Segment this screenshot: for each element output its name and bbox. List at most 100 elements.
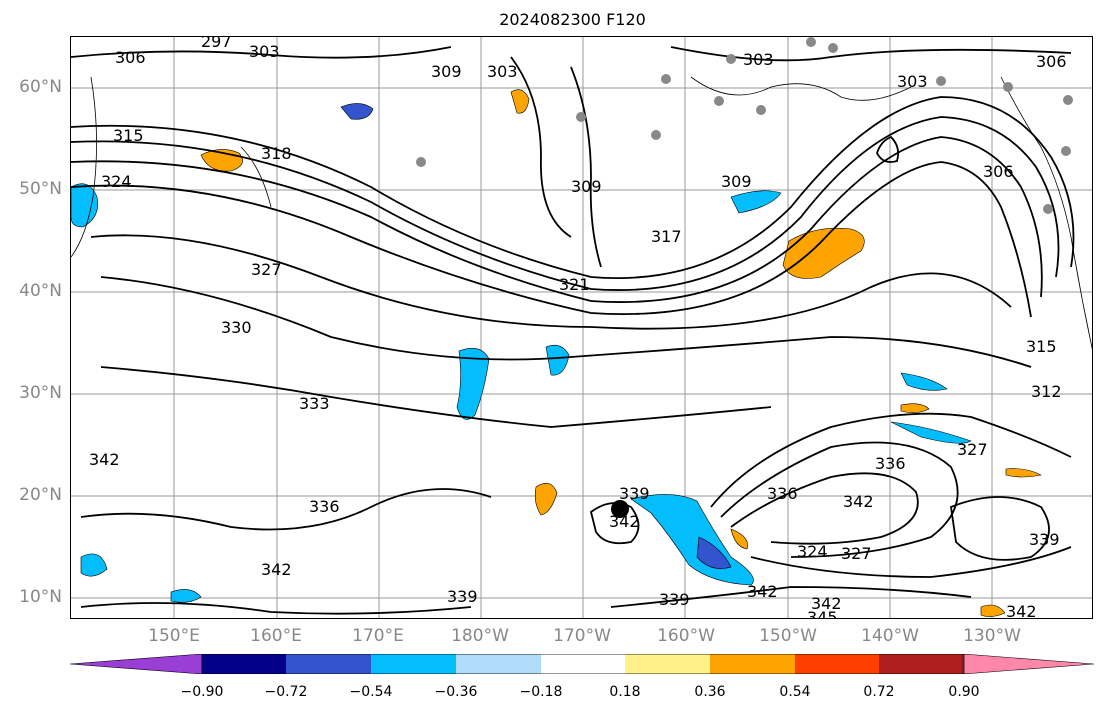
colorbar-tick: 0.18 xyxy=(609,684,641,700)
contour-label: 324 xyxy=(797,542,828,561)
contour-label: 315 xyxy=(113,126,144,145)
contour-label: 345 xyxy=(807,608,838,619)
negative-shade xyxy=(545,344,570,376)
contour-line xyxy=(710,412,1072,508)
lat-label: 50°N xyxy=(19,179,62,199)
colorbar-tick: 0.36 xyxy=(694,684,726,700)
colorbar-svg xyxy=(69,653,1095,675)
contour-label: 342 xyxy=(747,582,778,601)
contour-lines xyxy=(71,46,1075,615)
positive-shade xyxy=(782,227,865,279)
lon-label: 170°W xyxy=(553,626,611,646)
station-dot xyxy=(756,105,766,115)
colorbar-tick: −0.90 xyxy=(180,684,224,700)
map-panel: 297 303 306 306 303 309 303 303 315 318 … xyxy=(70,36,1093,619)
colorbar-tick: 0.72 xyxy=(863,684,895,700)
lat-label: 40°N xyxy=(19,281,62,301)
contour-label: 303 xyxy=(249,42,280,61)
colorbar-segment xyxy=(69,653,203,675)
negative-shade xyxy=(71,183,98,228)
station-dot xyxy=(1061,146,1071,156)
latitude-axis: 60°N 50°N 40°N 30°N 20°N 10°N xyxy=(0,0,62,640)
negative-shade xyxy=(696,536,732,569)
contour-label: 336 xyxy=(309,497,340,516)
contour-label: 321 xyxy=(559,275,590,294)
contour-label: 327 xyxy=(841,544,872,563)
contour-label: 324 xyxy=(101,172,132,191)
stations xyxy=(416,37,1073,214)
station-dot xyxy=(576,112,586,122)
station-dot xyxy=(661,74,671,84)
contour-label: 303 xyxy=(743,50,774,69)
coastline xyxy=(690,76,912,101)
colorbar-tick: −0.36 xyxy=(434,684,478,700)
shading xyxy=(71,89,1042,617)
contour-label: 312 xyxy=(1031,382,1062,401)
contour-label: 297 xyxy=(201,37,232,51)
contour-label: 342 xyxy=(89,450,120,469)
station-dot xyxy=(936,76,946,86)
colorbar-segment xyxy=(795,654,879,674)
contour-label: 309 xyxy=(571,177,602,196)
lon-label: 160°E xyxy=(250,626,302,646)
station-dot xyxy=(1003,82,1013,92)
positive-shade xyxy=(730,528,748,550)
station-dot xyxy=(1063,95,1073,105)
contour-label: 342 xyxy=(1006,602,1037,619)
contour-line xyxy=(720,441,959,558)
contour-line xyxy=(876,135,900,163)
negative-shade xyxy=(890,421,972,444)
contour-line xyxy=(100,276,1032,368)
contour-label: 336 xyxy=(875,454,906,473)
positive-shade xyxy=(1005,468,1042,478)
colorbar-segment xyxy=(625,654,710,674)
contour-label: 303 xyxy=(897,72,928,91)
contour-label: 303 xyxy=(487,62,518,81)
contour-label: 342 xyxy=(843,492,874,511)
storm-center-marker xyxy=(611,500,629,518)
contour-line xyxy=(589,502,640,545)
lon-label: 160°W xyxy=(657,626,715,646)
negative-shade xyxy=(340,103,374,120)
positive-shade xyxy=(980,604,1006,617)
colorbar xyxy=(69,653,1095,675)
station-dot xyxy=(726,54,736,64)
contour-label: 315 xyxy=(1026,337,1057,356)
contour-line xyxy=(90,234,1012,330)
contour-label: 339 xyxy=(659,590,690,609)
map-title: 2024082300 F120 xyxy=(499,10,646,29)
negative-shade xyxy=(456,348,490,420)
colorbar-tick: −0.54 xyxy=(349,684,393,700)
lon-label: 140°W xyxy=(861,626,919,646)
contour-line xyxy=(80,602,472,615)
coastline xyxy=(240,146,272,208)
contour-label: 339 xyxy=(1029,530,1060,549)
contour-label: 327 xyxy=(957,440,988,459)
contour-label: 317 xyxy=(651,227,682,246)
lat-label: 20°N xyxy=(19,485,62,505)
station-dot xyxy=(416,157,426,167)
contour-line xyxy=(71,161,1032,318)
contour-label: 309 xyxy=(721,172,752,191)
contour-label: 309 xyxy=(431,62,462,81)
colorbar-segment xyxy=(456,654,541,674)
coastline xyxy=(1000,76,1092,350)
colorbar-segment xyxy=(371,654,456,674)
contour-label-group: 297 303 306 306 303 309 303 303 315 318 … xyxy=(89,37,1067,619)
contour-line xyxy=(730,472,919,545)
positive-shade xyxy=(534,482,558,516)
lon-label: 180°W xyxy=(451,626,509,646)
colorbar-segment xyxy=(286,654,371,674)
colorbar-tick: −0.18 xyxy=(519,684,563,700)
coastline xyxy=(71,76,97,258)
contour-line xyxy=(950,496,1050,561)
contour-label: 336 xyxy=(767,484,798,503)
colorbar-tick: 0.90 xyxy=(948,684,980,700)
negative-shade xyxy=(730,190,782,214)
lat-label: 30°N xyxy=(19,383,62,403)
lon-label: 150°E xyxy=(148,626,200,646)
contour-label: 342 xyxy=(811,594,842,613)
colorbar-segment xyxy=(962,653,1095,675)
station-dot xyxy=(714,96,724,106)
contour-line xyxy=(750,546,1072,578)
